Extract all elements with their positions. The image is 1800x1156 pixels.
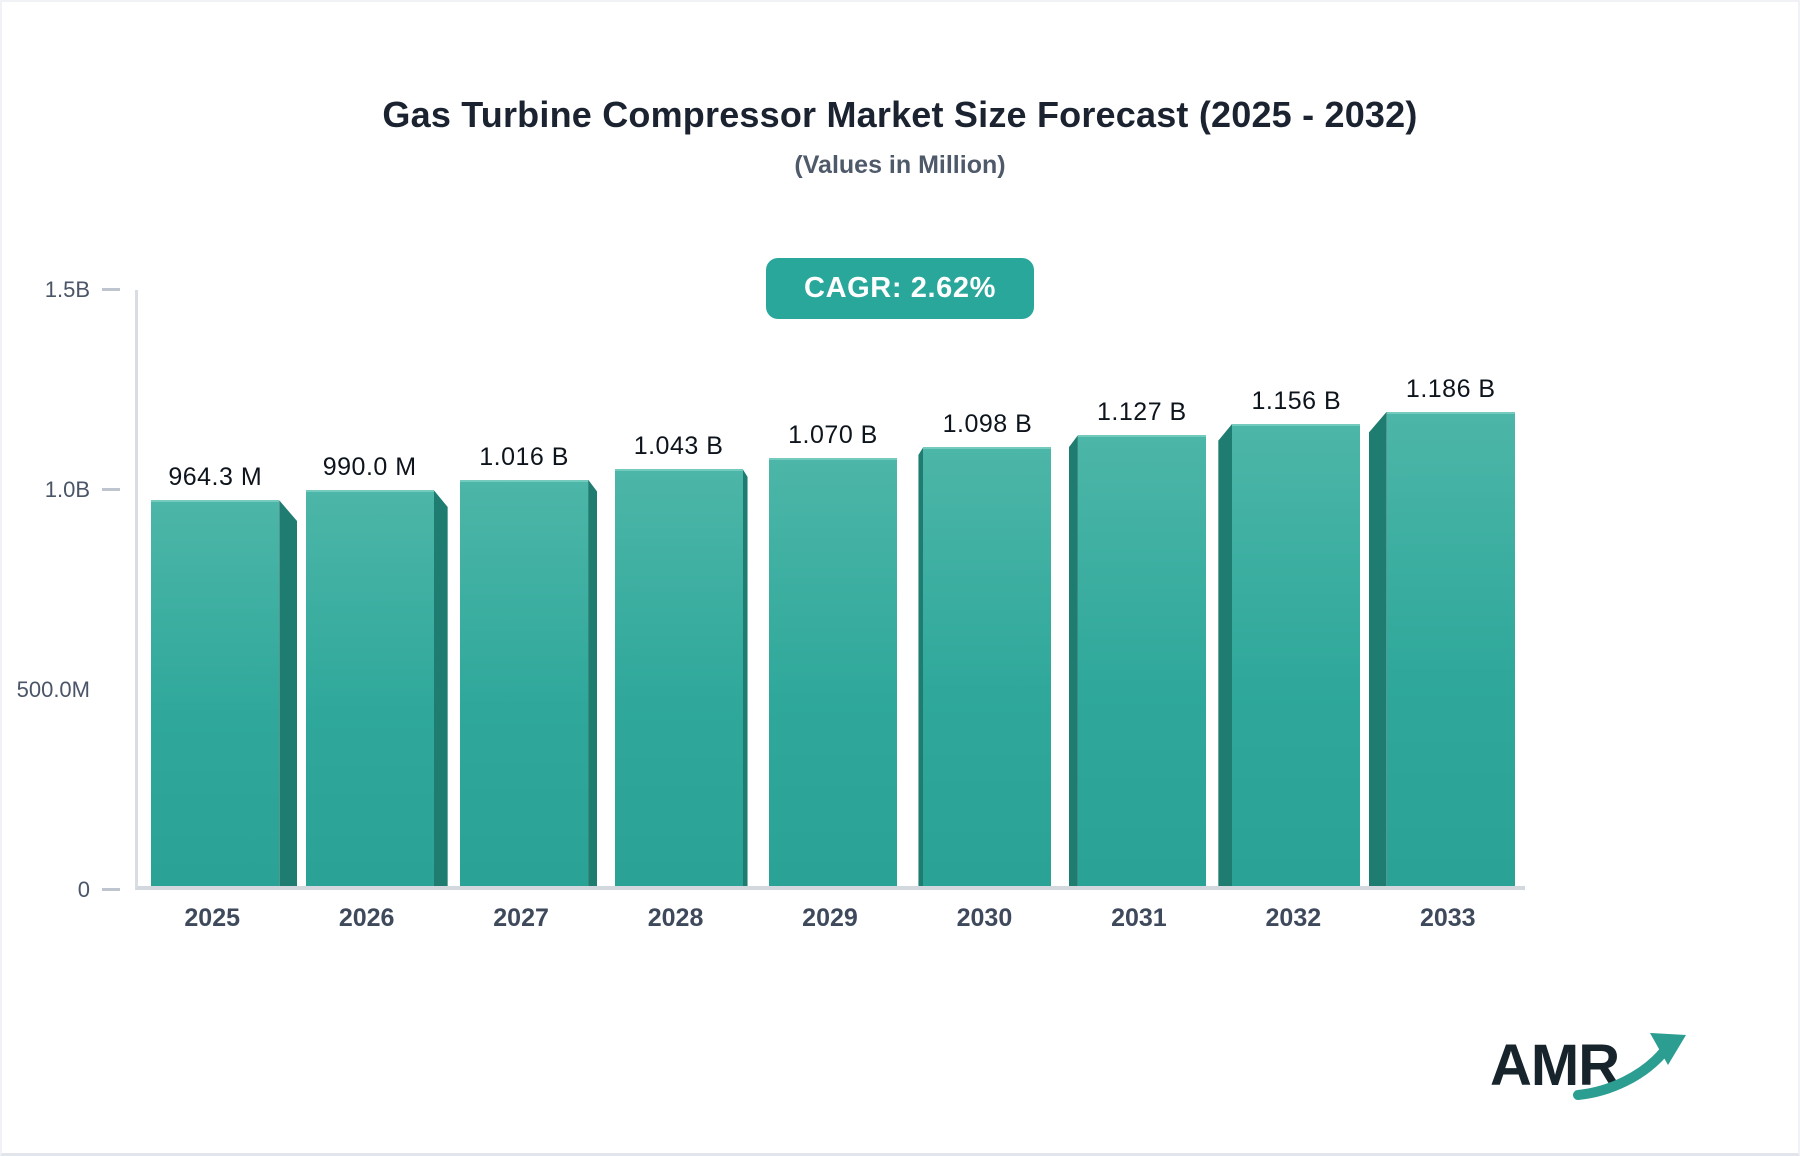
bar-face <box>614 468 743 886</box>
y-tick-label: 1.5B <box>44 277 90 302</box>
bar-value-label: 1.127 B <box>1097 398 1187 427</box>
y-tick-dash <box>102 288 120 291</box>
bar-2030[interactable] <box>918 446 1052 886</box>
x-tick-label-2029: 2029 <box>802 904 858 932</box>
bar-2026[interactable] <box>305 490 448 886</box>
growth-arrow-icon <box>1573 1033 1686 1100</box>
y-tick-label: 0 <box>77 877 90 902</box>
x-tick-label-2031: 2031 <box>1111 904 1167 932</box>
chart-subtitle: (Values in Million) <box>794 151 1006 179</box>
x-tick-label-2032: 2032 <box>1265 904 1322 932</box>
bar-2029[interactable] <box>769 458 897 886</box>
bar-face <box>1077 435 1206 886</box>
x-tick-label-2026: 2026 <box>338 904 395 932</box>
amr-logo: AMR <box>1490 1027 1686 1105</box>
bar-2031[interactable] <box>1068 435 1206 886</box>
bar-face <box>1232 423 1361 886</box>
x-tick-label-2025: 2025 <box>184 904 241 932</box>
bar-value-label: 1.043 B <box>633 431 724 460</box>
bar-face <box>305 490 434 886</box>
y-tick-dash <box>102 488 120 491</box>
bar-2027[interactable] <box>460 479 598 886</box>
x-tick-label-2033: 2033 <box>1419 904 1476 932</box>
bar-value-label: 1.098 B <box>942 409 1033 438</box>
bar-value-label: 990.0 M <box>322 453 417 481</box>
bar-value-label: 1.186 B <box>1405 374 1496 403</box>
bar-side-shadow <box>1368 411 1387 886</box>
y-tick-label: 500.0M <box>16 677 90 702</box>
bar-2032[interactable] <box>1218 423 1361 886</box>
bar-side-shadow <box>1218 423 1233 886</box>
bar-2025[interactable] <box>151 500 298 886</box>
bar-face <box>151 500 280 886</box>
y-tick-label: 1.0B <box>44 477 90 502</box>
chart-title: Gas Turbine Compressor Market Size Forec… <box>382 94 1418 135</box>
bar-side-shadow <box>433 490 448 886</box>
bar-2028[interactable] <box>614 468 748 886</box>
bar-side-shadow <box>742 468 748 886</box>
bar-side-shadow <box>1068 435 1078 886</box>
x-tick-label-2027: 2027 <box>493 904 549 932</box>
bar-face <box>1386 411 1515 886</box>
y-tick-dash <box>102 888 120 891</box>
bar-side-shadow <box>588 479 598 886</box>
bar-value-label: 1.016 B <box>479 442 569 471</box>
bar-face <box>769 458 897 886</box>
bar-value-label: 1.070 B <box>788 421 878 449</box>
bar-side-shadow <box>918 446 924 886</box>
bar-face <box>923 446 1052 886</box>
bar-face <box>460 479 589 886</box>
bar-2033[interactable] <box>1368 411 1515 886</box>
x-tick-label-2030: 2030 <box>956 904 1013 932</box>
bar-value-label: 1.156 B <box>1251 386 1342 415</box>
bar-value-label: 964.3 M <box>168 463 263 492</box>
bar-side-shadow <box>279 500 298 886</box>
x-tick-label-2028: 2028 <box>647 904 704 932</box>
plot-area: 964.3 M 990.0 M 1.016 B 1.043 B 1.070 B 1.098… <box>135 290 1525 890</box>
chart-header: Gas Turbine Compressor Market Size Forec… <box>2 2 1798 319</box>
cagr-badge: CAGR: 2.62% <box>766 258 1034 319</box>
